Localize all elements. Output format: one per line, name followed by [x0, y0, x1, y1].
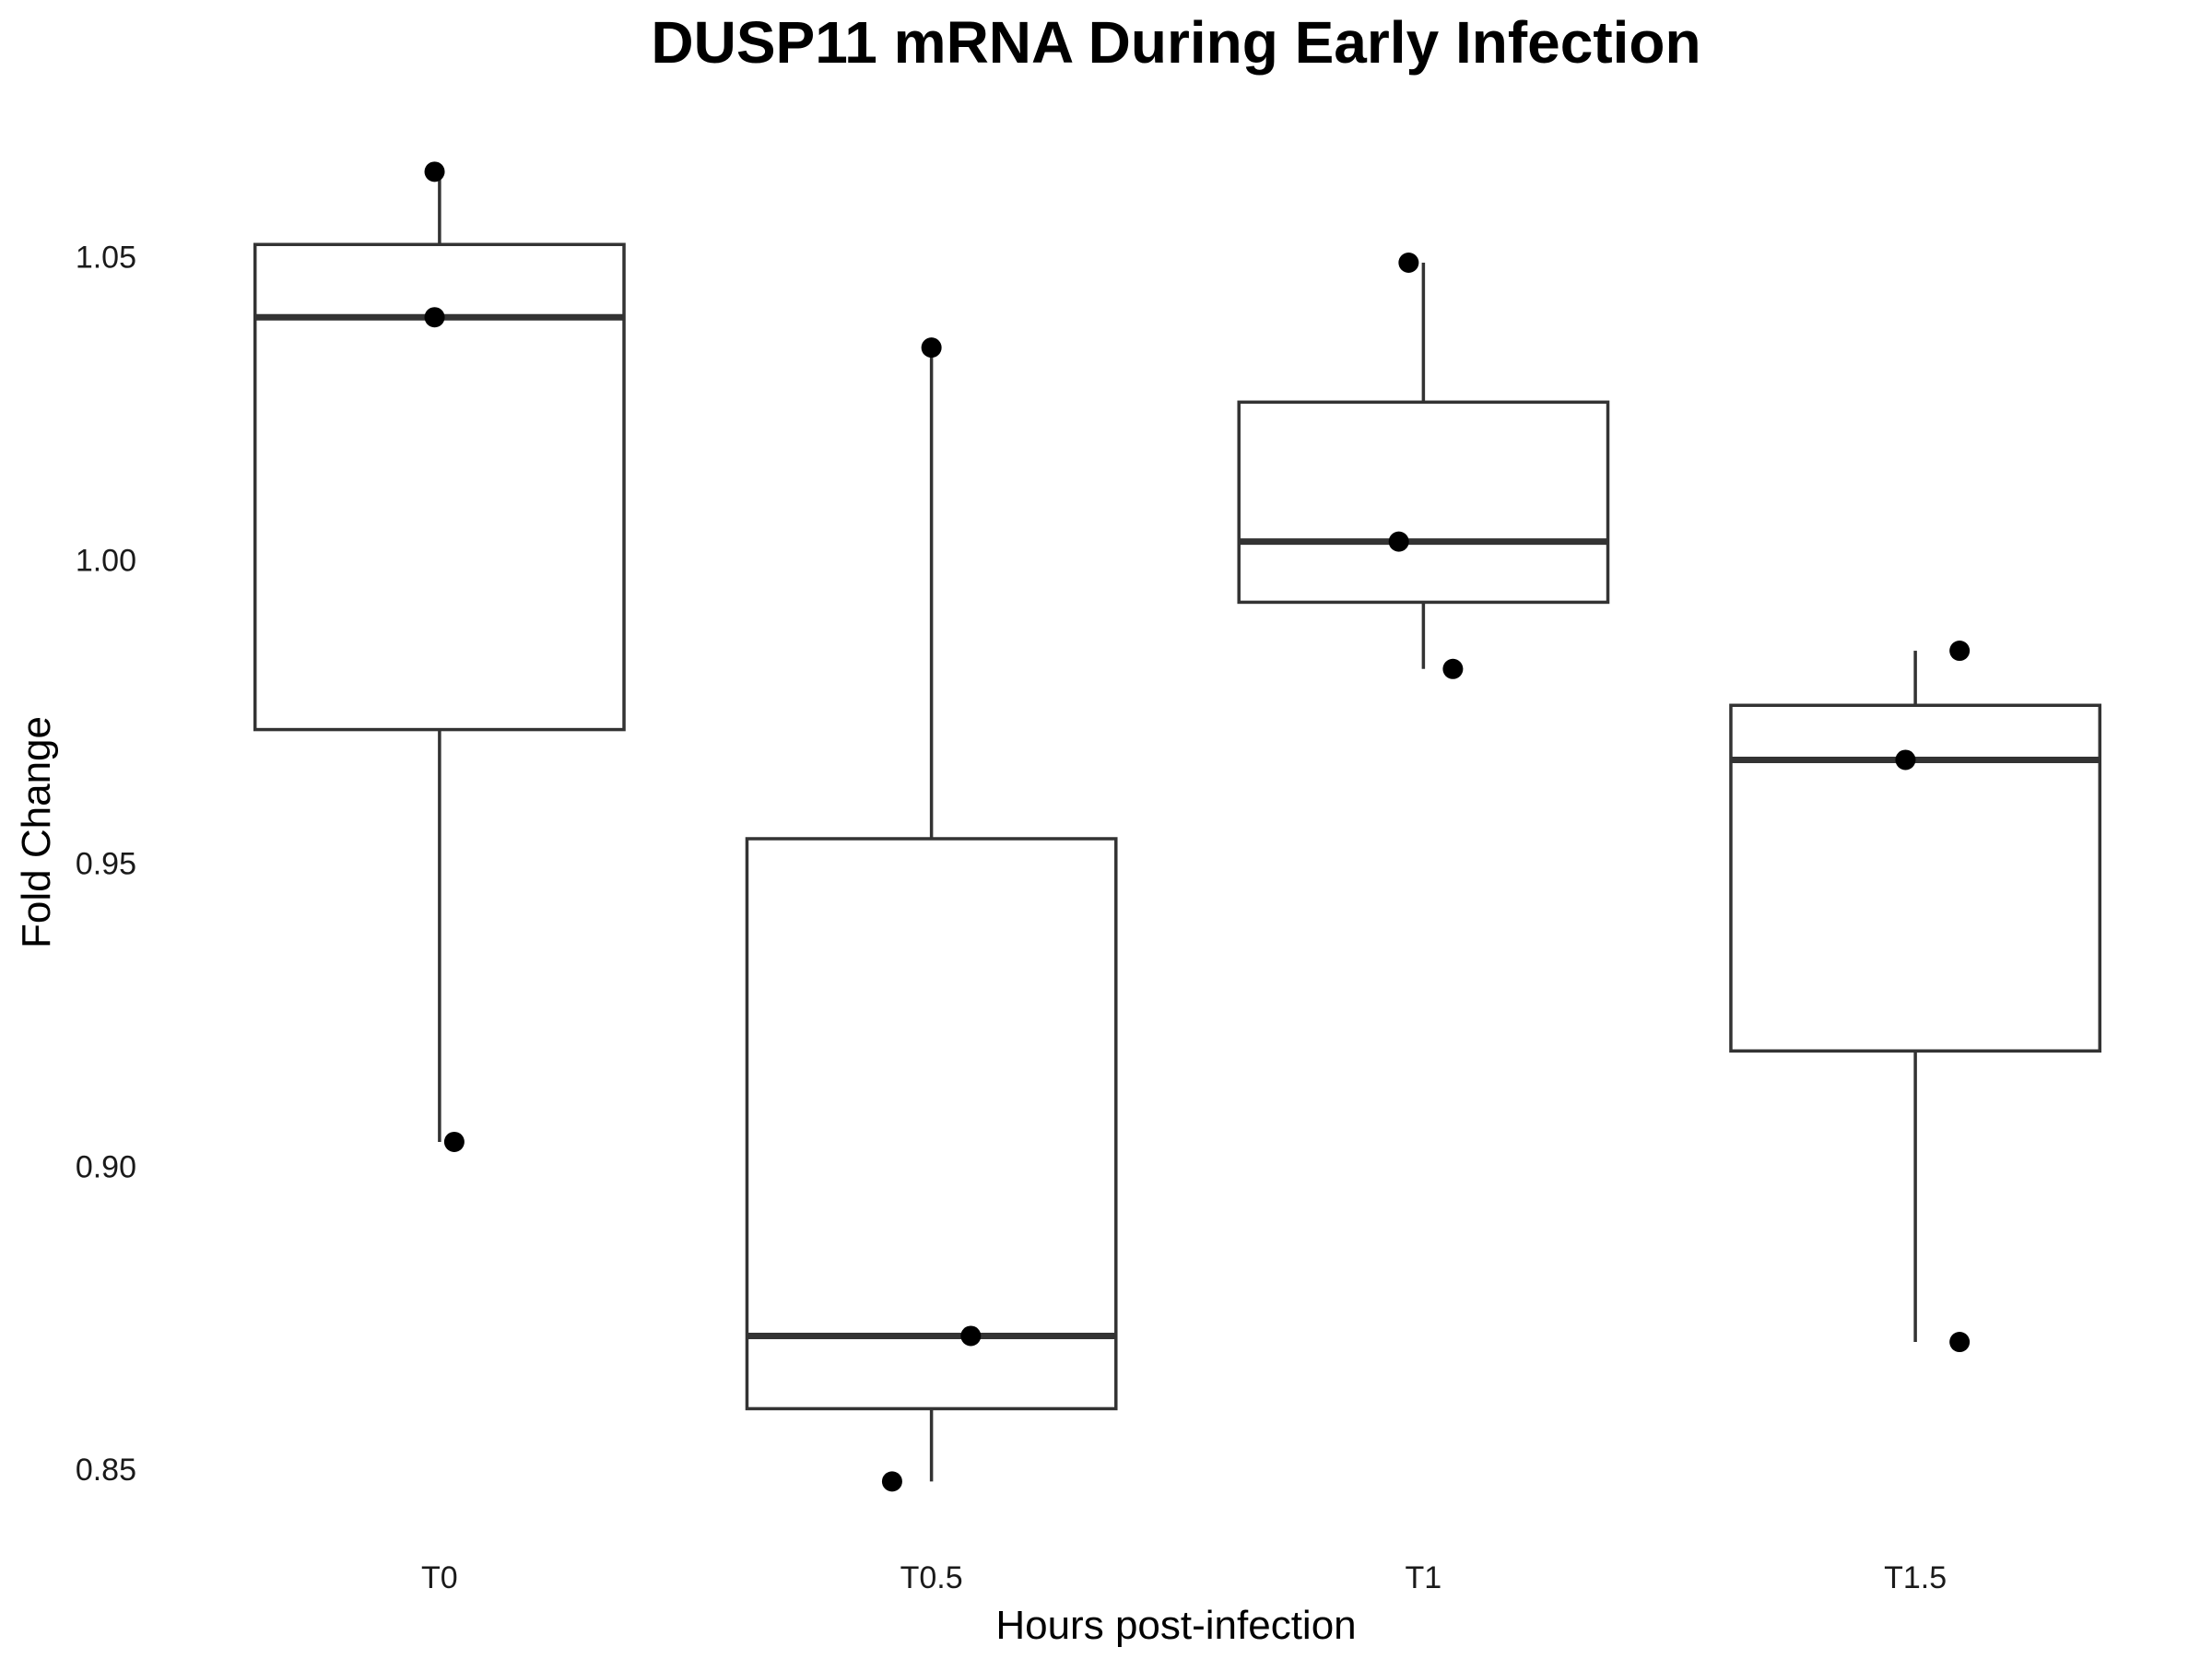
data-point — [1949, 641, 1971, 662]
y-tick-label: 0.90 — [76, 1149, 136, 1184]
box-body — [1237, 400, 1610, 605]
y-tick-label: 0.95 — [76, 846, 136, 881]
x-axis-ticks: T0 T0.5 T1 T1.5 — [421, 1560, 1947, 1595]
y-axis-title: Fold Change — [14, 716, 59, 948]
data-point — [1949, 1332, 1971, 1353]
point-series — [424, 161, 1971, 1492]
x-tick-label: T1.5 — [1884, 1560, 1947, 1595]
x-tick-label: T0.5 — [900, 1560, 963, 1595]
x-tick-label: T1 — [1406, 1560, 1442, 1595]
data-point — [1895, 749, 1916, 771]
data-point — [424, 161, 445, 182]
data-point — [881, 1471, 902, 1492]
data-point — [921, 337, 942, 359]
box-series — [253, 171, 2102, 1482]
data-point — [1398, 253, 1419, 273]
x-axis-title: Hours post-infection — [995, 1603, 1356, 1648]
box-T1 — [1237, 263, 1610, 669]
data-point — [960, 1325, 982, 1347]
data-point — [424, 307, 445, 328]
box-body — [745, 837, 1118, 1411]
data-point — [1388, 531, 1409, 552]
data-point — [1442, 658, 1464, 679]
y-axis-ticks: 0.85 0.90 0.95 1.00 1.05 — [76, 240, 136, 1488]
y-tick-label: 1.00 — [76, 543, 136, 578]
chart-title: DUSP11 mRNA During Early Infection — [651, 9, 1700, 76]
y-tick-label: 1.05 — [76, 240, 136, 275]
box-T0.5 — [745, 347, 1118, 1482]
data-point — [443, 1131, 465, 1152]
x-tick-label: T0 — [421, 1560, 458, 1595]
box-T1.5 — [1729, 651, 2102, 1343]
y-tick-label: 0.85 — [76, 1453, 136, 1488]
